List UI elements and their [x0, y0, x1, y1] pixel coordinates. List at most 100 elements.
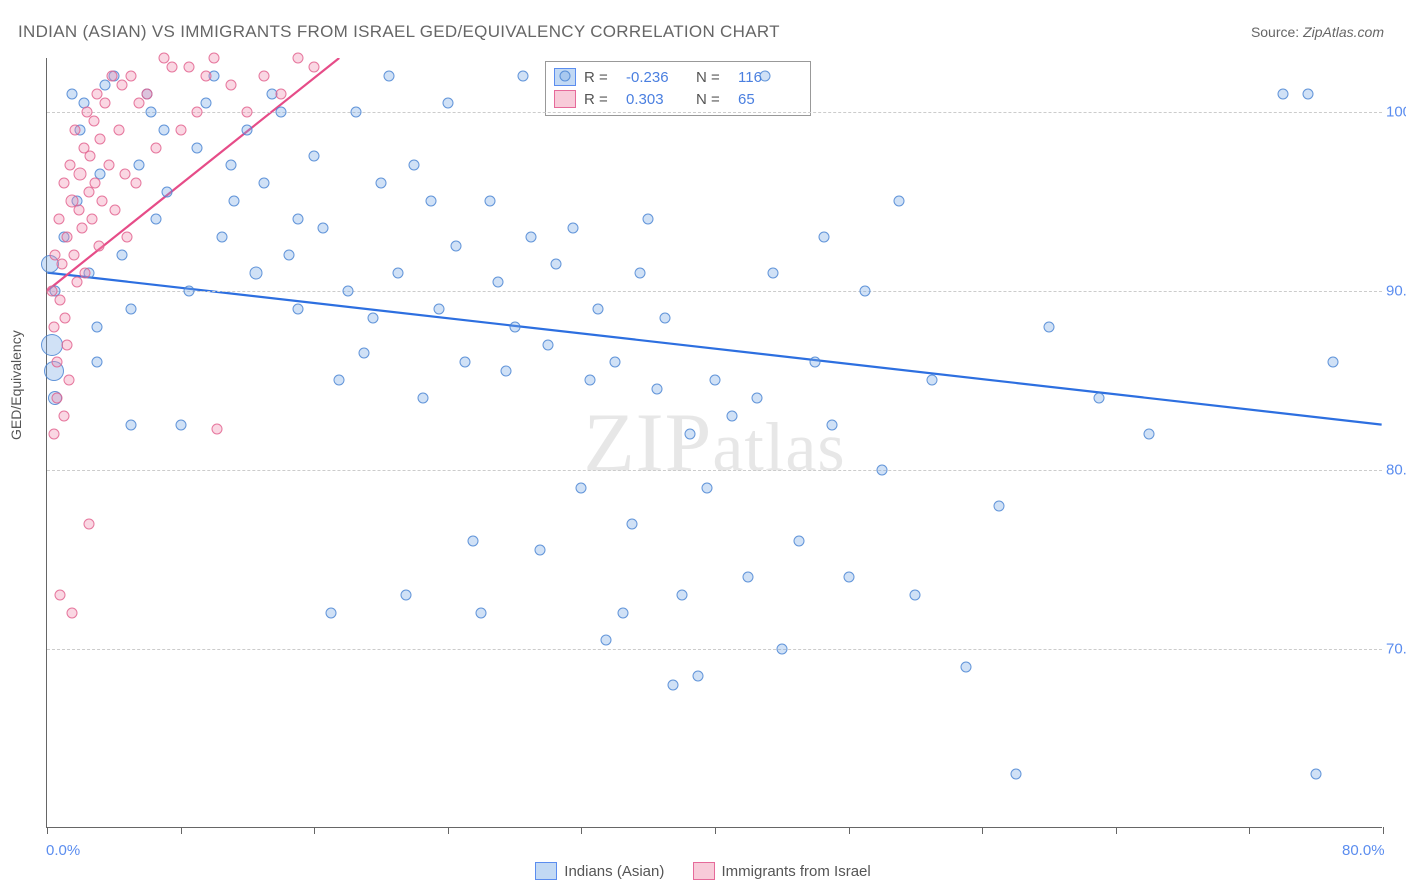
data-point-blue	[150, 214, 161, 225]
data-point-blue	[259, 178, 270, 189]
data-point-blue	[659, 312, 670, 323]
data-point-blue	[384, 70, 395, 81]
data-point-pink	[200, 70, 211, 81]
data-point-pink	[63, 375, 74, 386]
data-point-blue	[292, 214, 303, 225]
data-point-pink	[117, 79, 128, 90]
x-tick	[181, 827, 182, 834]
data-point-blue	[1010, 769, 1021, 780]
chart-title: INDIAN (ASIAN) VS IMMIGRANTS FROM ISRAEL…	[18, 22, 780, 42]
data-point-blue	[484, 196, 495, 207]
x-tick	[1249, 827, 1250, 834]
data-point-blue	[668, 679, 679, 690]
data-point-blue	[526, 232, 537, 243]
data-point-pink	[130, 178, 141, 189]
data-point-blue	[442, 97, 453, 108]
data-point-blue	[993, 500, 1004, 511]
data-point-blue	[476, 608, 487, 619]
data-point-blue	[568, 223, 579, 234]
data-point-blue	[1302, 88, 1313, 99]
swatch-blue	[535, 862, 557, 880]
data-point-blue	[125, 303, 136, 314]
data-point-pink	[97, 196, 108, 207]
data-point-blue	[225, 160, 236, 171]
data-point-blue	[459, 357, 470, 368]
data-point-pink	[55, 590, 66, 601]
data-point-blue	[701, 482, 712, 493]
x-tick	[47, 827, 48, 834]
data-point-blue	[426, 196, 437, 207]
y-axis-label: GED/Equivalency	[8, 330, 24, 440]
data-point-pink	[93, 241, 104, 252]
data-point-blue	[877, 464, 888, 475]
data-point-blue	[242, 124, 253, 135]
gridline	[47, 291, 1382, 292]
data-point-blue	[651, 384, 662, 395]
data-point-blue	[860, 285, 871, 296]
data-point-blue	[601, 634, 612, 645]
data-point-blue	[342, 285, 353, 296]
data-point-blue	[417, 393, 428, 404]
data-point-blue	[509, 321, 520, 332]
data-point-blue	[275, 106, 286, 117]
data-point-pink	[192, 106, 203, 117]
n-value-pink: 65	[738, 91, 800, 108]
trend-lines-layer	[47, 58, 1382, 827]
data-point-pink	[209, 53, 220, 64]
data-point-blue	[292, 303, 303, 314]
data-point-blue	[467, 536, 478, 547]
data-point-blue	[534, 545, 545, 556]
data-point-pink	[122, 232, 133, 243]
data-point-blue	[584, 375, 595, 386]
legend-item-pink: Immigrants from Israel	[693, 862, 871, 880]
data-point-pink	[52, 357, 63, 368]
data-point-blue	[684, 429, 695, 440]
r-value-blue: -0.236	[626, 69, 688, 86]
data-point-pink	[212, 423, 223, 434]
data-point-blue	[1327, 357, 1338, 368]
data-point-pink	[142, 88, 153, 99]
data-point-pink	[48, 429, 59, 440]
x-tick-label: 80.0%	[1342, 842, 1385, 859]
data-point-blue	[559, 70, 570, 81]
y-tick-label: 70.0%	[1386, 640, 1406, 657]
source-attribution: Source: ZipAtlas.com	[1251, 24, 1384, 40]
data-point-blue	[317, 223, 328, 234]
x-tick-label: 0.0%	[46, 842, 80, 859]
data-point-pink	[110, 205, 121, 216]
data-point-blue	[183, 285, 194, 296]
y-tick-label: 100.0%	[1386, 103, 1406, 120]
data-point-pink	[292, 53, 303, 64]
data-point-blue	[609, 357, 620, 368]
data-point-pink	[90, 178, 101, 189]
data-point-pink	[133, 97, 144, 108]
swatch-pink	[693, 862, 715, 880]
trend-line-blue	[47, 273, 1381, 425]
data-point-pink	[53, 214, 64, 225]
data-point-blue	[927, 375, 938, 386]
data-point-blue	[618, 608, 629, 619]
data-point-blue	[492, 276, 503, 287]
swatch-pink	[554, 90, 576, 108]
data-point-pink	[120, 169, 131, 180]
data-point-pink	[275, 88, 286, 99]
data-point-blue	[1277, 88, 1288, 99]
data-point-pink	[95, 133, 106, 144]
data-point-blue	[818, 232, 829, 243]
legend-row-pink: R = 0.303 N = 65	[554, 88, 800, 110]
data-point-pink	[113, 124, 124, 135]
data-point-blue	[576, 482, 587, 493]
data-point-blue	[543, 339, 554, 350]
data-point-blue	[401, 590, 412, 601]
data-point-pink	[85, 151, 96, 162]
data-point-blue	[826, 420, 837, 431]
data-point-pink	[150, 142, 161, 153]
data-point-pink	[74, 168, 87, 181]
data-point-pink	[77, 223, 88, 234]
x-tick	[448, 827, 449, 834]
data-point-pink	[103, 160, 114, 171]
r-value-pink: 0.303	[626, 91, 688, 108]
data-point-blue	[392, 267, 403, 278]
x-tick	[581, 827, 582, 834]
y-tick-label: 80.0%	[1386, 461, 1406, 478]
